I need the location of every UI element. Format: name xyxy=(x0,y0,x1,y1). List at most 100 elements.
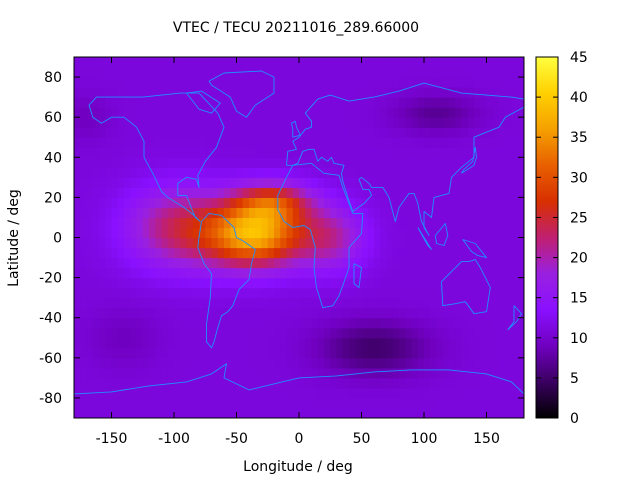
heatmap-cell xyxy=(517,297,524,309)
heatmap-cell xyxy=(180,217,188,229)
heatmap-cell xyxy=(149,237,156,249)
heatmap-cell xyxy=(117,157,125,168)
heatmap-cell xyxy=(149,57,156,68)
heatmap-cell xyxy=(211,317,219,329)
heatmap-cell xyxy=(117,287,125,299)
heatmap-cell xyxy=(180,197,188,209)
heatmap-cell xyxy=(511,407,519,418)
heatmap-cell xyxy=(142,407,150,418)
heatmap-cell xyxy=(167,387,175,399)
heatmap-cell xyxy=(405,207,413,219)
heatmap-cell xyxy=(99,257,106,269)
heatmap-cell xyxy=(142,227,150,239)
heatmap-cell xyxy=(430,157,438,168)
heatmap-cell xyxy=(299,57,306,68)
heatmap-cell xyxy=(224,147,231,158)
colorbar-tick-label: 25 xyxy=(570,210,588,226)
heatmap-cell xyxy=(199,327,206,339)
heatmap-cell xyxy=(74,127,81,138)
heatmap-cell xyxy=(442,237,450,249)
heatmap-cell xyxy=(336,257,344,269)
heatmap-cell xyxy=(230,277,238,289)
heatmap-cell xyxy=(155,147,163,158)
heatmap-cell xyxy=(99,277,106,289)
heatmap-cell xyxy=(317,167,325,178)
heatmap-cell xyxy=(149,317,156,329)
heatmap-cell xyxy=(355,177,363,188)
heatmap-cell xyxy=(492,297,500,309)
heatmap-cell xyxy=(117,257,125,269)
heatmap-cell xyxy=(86,197,94,209)
heatmap-cell xyxy=(474,337,481,349)
heatmap-cell xyxy=(367,257,375,269)
heatmap-cell xyxy=(99,307,106,319)
heatmap-cell xyxy=(199,117,206,128)
heatmap-cell xyxy=(455,377,463,389)
heatmap-cell xyxy=(192,387,200,399)
heatmap-cell xyxy=(280,97,288,108)
heatmap-cell xyxy=(455,237,463,249)
heatmap-cell xyxy=(124,277,131,289)
heatmap-cell xyxy=(249,227,256,239)
heatmap-cell xyxy=(155,337,163,349)
heatmap-cell xyxy=(105,377,113,389)
heatmap-cell xyxy=(374,177,381,188)
heatmap-cell xyxy=(299,197,306,209)
heatmap-cell xyxy=(136,187,144,198)
heatmap-cell xyxy=(380,347,388,359)
heatmap-cell xyxy=(436,397,444,409)
heatmap-cell xyxy=(117,307,125,319)
heatmap-cell xyxy=(142,57,150,68)
heatmap-cell xyxy=(74,237,81,249)
heatmap-cell xyxy=(267,207,275,219)
heatmap-cell xyxy=(186,67,194,78)
heatmap-cell xyxy=(499,337,506,349)
heatmap-cell xyxy=(480,317,488,329)
heatmap-cell xyxy=(224,317,231,329)
heatmap-cell xyxy=(311,387,319,399)
heatmap-cell xyxy=(199,197,206,209)
heatmap-cell xyxy=(349,57,356,68)
heatmap-cell xyxy=(424,117,431,128)
heatmap-cell xyxy=(280,257,288,269)
heatmap-cell xyxy=(130,387,138,399)
heatmap-cell xyxy=(186,97,194,108)
heatmap-cell xyxy=(449,117,456,128)
heatmap-cell xyxy=(249,257,256,269)
heatmap-cell xyxy=(80,97,88,108)
heatmap-cell xyxy=(105,337,113,349)
heatmap-cell xyxy=(367,277,375,289)
heatmap-cell xyxy=(99,227,106,239)
heatmap-cell xyxy=(324,347,331,359)
heatmap-cell xyxy=(267,297,275,309)
heatmap-cell xyxy=(367,357,375,369)
heatmap-cell xyxy=(124,337,131,349)
heatmap-cell xyxy=(180,57,188,68)
heatmap-cell xyxy=(330,367,338,379)
heatmap-cell xyxy=(292,127,300,138)
heatmap-cell xyxy=(224,127,231,138)
heatmap-cell xyxy=(330,77,338,88)
heatmap-cell xyxy=(199,57,206,68)
heatmap-cell xyxy=(442,127,450,138)
heatmap-cell xyxy=(80,87,88,98)
heatmap-cell xyxy=(486,217,494,229)
heatmap-cell xyxy=(374,57,381,68)
heatmap-cell xyxy=(280,167,288,178)
heatmap-cell xyxy=(255,257,263,269)
heatmap-cell xyxy=(217,267,225,279)
heatmap-cell xyxy=(299,277,306,289)
heatmap-cell xyxy=(442,407,450,418)
heatmap-cell xyxy=(361,107,369,118)
heatmap-cell xyxy=(105,297,113,309)
heatmap-cell xyxy=(286,177,294,188)
heatmap-cell xyxy=(242,177,250,188)
heatmap-cell xyxy=(336,407,344,418)
heatmap-cell xyxy=(92,407,100,418)
heatmap-cell xyxy=(474,407,481,418)
heatmap-cell xyxy=(274,267,281,279)
heatmap-cell xyxy=(174,127,181,138)
heatmap-cell xyxy=(424,397,431,409)
heatmap-cell xyxy=(236,247,244,259)
heatmap-cell xyxy=(199,297,206,309)
